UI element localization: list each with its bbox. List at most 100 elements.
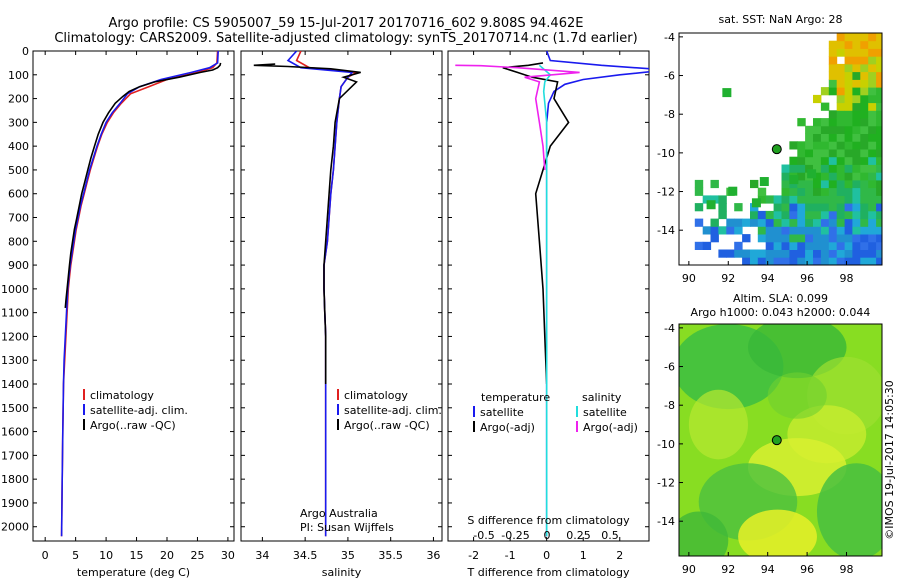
argo-location-marker xyxy=(771,435,782,446)
sst-cell xyxy=(868,187,877,196)
sst-cell xyxy=(828,226,838,235)
sst-cell xyxy=(868,79,877,88)
sst-cell xyxy=(844,210,853,220)
sst-cell xyxy=(773,195,782,204)
sst-cell xyxy=(876,149,882,158)
sst-cell xyxy=(773,210,782,220)
sst-cell xyxy=(805,149,814,158)
sst-cell xyxy=(868,195,877,204)
sst-cell xyxy=(868,63,877,73)
sst-cell xyxy=(813,210,822,220)
sst-cell xyxy=(860,33,869,42)
sst-cell xyxy=(828,48,838,57)
sst-cell xyxy=(876,210,882,220)
sla-map-ytick-label: -8 xyxy=(664,399,675,412)
header-line1: Argo profile: CS 5905007_59 15-Jul-2017 … xyxy=(109,16,584,31)
sst-cell xyxy=(789,226,798,235)
differences-xtick-label: -1 xyxy=(505,549,516,562)
sst-cell xyxy=(852,172,861,181)
sst-cell xyxy=(805,234,814,243)
sst-cell xyxy=(876,94,882,104)
sst-cell xyxy=(820,125,830,134)
diff-legend-title: salinity xyxy=(582,391,622,404)
sst-cell xyxy=(868,40,877,49)
sst-cell xyxy=(807,169,817,179)
sst-cell xyxy=(844,87,853,96)
panel-salinity: 34 34.5 35 35.5 36 salinity climatology satelli… xyxy=(240,50,443,579)
sst-cell xyxy=(836,172,846,181)
sst-cell xyxy=(797,179,806,189)
sst-cell xyxy=(852,226,861,235)
sst-cell xyxy=(868,56,877,65)
sst-cell xyxy=(844,249,853,258)
sst-cell xyxy=(820,249,830,258)
sst-map-ytick-label: -14 xyxy=(657,224,675,237)
sst-cell xyxy=(868,102,877,111)
sst-cell xyxy=(852,33,861,42)
sst-cell xyxy=(813,187,822,196)
sst-cell xyxy=(757,187,767,196)
sst-cell xyxy=(757,234,767,243)
sla-blob xyxy=(738,509,817,556)
sst-cell xyxy=(702,226,712,235)
temperature-xlabel: temperature (deg C) xyxy=(77,566,190,579)
sst-cell xyxy=(836,149,846,158)
sst-cell xyxy=(844,156,853,165)
sst-cell xyxy=(852,79,861,88)
sst-cell xyxy=(852,71,861,80)
sst-cell xyxy=(813,118,822,127)
depth-tick-label: 100 xyxy=(8,69,29,82)
sst-cell xyxy=(789,257,798,265)
sst-cell xyxy=(852,63,861,73)
sst-cell xyxy=(844,118,853,127)
sst-cell xyxy=(828,195,838,204)
sst-cell xyxy=(820,118,830,127)
depth-tick-label: 1700 xyxy=(1,449,29,462)
depth-tick-label: 700 xyxy=(8,212,29,225)
sst-cell xyxy=(805,195,814,204)
panel-sst-map: 90 92 94 96 98 -4 -6 -8 -10 -12 -14 sat. SST: NaN A… xyxy=(657,13,883,285)
sst-cell xyxy=(757,195,767,204)
sst-cell xyxy=(797,141,806,150)
sst-cell xyxy=(852,94,861,104)
sst-cell xyxy=(836,164,846,173)
sst-cell xyxy=(773,218,782,227)
sst-cell xyxy=(852,179,861,189)
sst-cell xyxy=(828,149,838,158)
sst-map-xtick-label: 98 xyxy=(840,272,854,285)
sst-cell xyxy=(852,210,861,220)
sst-cell xyxy=(828,241,838,250)
sst-cell xyxy=(710,234,719,243)
sst-cell xyxy=(860,156,869,165)
differences-xtick-label: 1 xyxy=(580,549,587,562)
sst-cell xyxy=(797,210,806,220)
sst-cell xyxy=(836,118,846,127)
sst-cell xyxy=(710,218,719,227)
sst-cell xyxy=(852,187,861,196)
sst-cell xyxy=(860,249,869,258)
sst-cell xyxy=(820,187,830,196)
sst-cell xyxy=(828,172,838,181)
sst-map-xtick-label: 90 xyxy=(682,272,696,285)
sst-cell xyxy=(757,249,767,258)
sst-cell xyxy=(742,249,751,258)
sst-cell xyxy=(836,110,846,119)
depth-tick-label: 2000 xyxy=(1,521,29,534)
sst-cell xyxy=(797,257,806,265)
sst-cell xyxy=(765,249,775,258)
sla-map-xtick-label: 94 xyxy=(761,563,775,576)
sst-cell xyxy=(820,172,830,181)
sst-cell xyxy=(828,56,838,65)
sst-cell xyxy=(828,203,838,212)
sst-map-title: sat. SST: NaN Argo: 28 xyxy=(719,13,843,26)
sst-cell xyxy=(844,79,853,88)
sst-cell xyxy=(789,164,798,173)
sst-cell xyxy=(876,118,882,127)
diff-legend-label: Argo(-adj) xyxy=(480,421,535,434)
differences-series-line xyxy=(502,62,570,385)
sst-cell xyxy=(726,218,735,227)
sst-cell xyxy=(797,234,806,243)
sst-cell xyxy=(805,187,814,196)
diff-s-tick-label: -0.5 xyxy=(473,529,494,542)
sst-cell xyxy=(836,125,846,134)
